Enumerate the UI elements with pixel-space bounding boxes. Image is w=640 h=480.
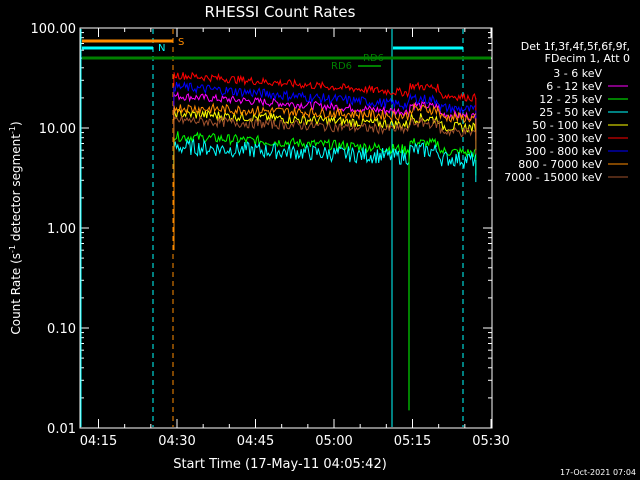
night-label: N: [158, 43, 165, 54]
series-line: [173, 115, 477, 138]
chart-title: RHESSI Count Rates: [205, 3, 356, 21]
rd-label-2: RD6: [331, 61, 352, 72]
legend-label: 50 - 100 keV: [532, 119, 602, 132]
y-tick-label: 0.01: [47, 422, 76, 437]
y-axis-label: Count Rate (s-1 detector segment-1): [8, 121, 23, 334]
x-tick-label: 05:15: [394, 434, 431, 449]
legend-label: 12 - 25 keV: [539, 93, 602, 106]
x-tick-label: 04:15: [80, 434, 117, 449]
legend-label: 100 - 300 keV: [525, 132, 602, 145]
series-lines: [173, 71, 477, 411]
attenuator-bars: [82, 39, 491, 67]
x-tick-label: 05:00: [315, 434, 352, 449]
series-line: [173, 91, 477, 121]
legend-label: 800 - 7000 keV: [518, 158, 602, 171]
series-line: [173, 81, 476, 115]
y-tick-label: 0.10: [47, 322, 76, 337]
series-line: [173, 102, 477, 124]
x-axis-label: Start Time (17-May-11 04:05:42): [173, 457, 387, 472]
x-tick-label: 04:30: [158, 434, 195, 449]
legend-label: 3 - 6 keV: [553, 67, 602, 80]
y-tick-label: 100.00: [31, 22, 77, 37]
legend: Det 1f,3f,4f,5f,6f,9f,FDecim 1, Att 0 3 -…: [504, 40, 630, 184]
rd-label-1: RD6: [363, 53, 384, 64]
legend-label: 6 - 12 keV: [546, 80, 602, 93]
series-line: [173, 108, 477, 134]
series-line: [173, 138, 477, 170]
legend-label: 300 - 800 keV: [525, 145, 602, 158]
legend-label: 7000 - 15000 keV: [504, 171, 602, 184]
legend-label: 25 - 50 keV: [539, 106, 602, 119]
series-line: [173, 131, 477, 158]
series-line: [173, 71, 477, 102]
y-tick-label: 1.00: [47, 222, 76, 237]
timestamp: 17-Oct-2021 07:04: [560, 468, 636, 477]
saa-label: S: [178, 37, 184, 48]
y-tick-label: 10.00: [39, 122, 76, 137]
x-ticks: 04:15 04:30 04:45 05:00 05:15 05:30: [80, 28, 510, 449]
legend-header-line: Det 1f,3f,4f,5f,6f,9f,: [521, 40, 630, 53]
x-tick-label: 04:45: [237, 434, 274, 449]
x-tick-label: 05:30: [472, 434, 509, 449]
legend-header-line: FDecim 1, Att 0: [545, 52, 630, 65]
